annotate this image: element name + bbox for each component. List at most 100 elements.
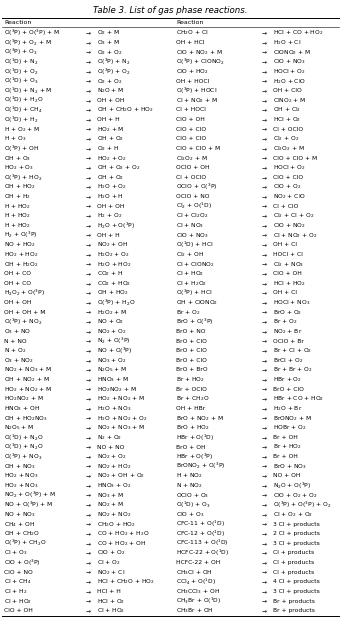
Text: →: → <box>262 608 267 613</box>
Text: OClO + Br: OClO + Br <box>273 339 304 343</box>
Text: ClO + OH: ClO + OH <box>176 117 205 122</box>
Text: →: → <box>262 242 267 247</box>
Text: →: → <box>262 213 267 218</box>
Text: NO + O$_2$: NO + O$_2$ <box>97 317 124 326</box>
Text: Br + products: Br + products <box>273 608 315 613</box>
Text: CFC-12 + O($^1$D): CFC-12 + O($^1$D) <box>176 528 225 539</box>
Text: →: → <box>86 213 90 218</box>
Text: →: → <box>262 232 267 237</box>
Text: Br + HO$_2$: Br + HO$_2$ <box>176 375 205 384</box>
Text: →: → <box>262 464 267 469</box>
Text: ClO + ClO: ClO + ClO <box>273 175 303 180</box>
Text: Br + Cl + O$_2$: Br + Cl + O$_2$ <box>273 347 312 355</box>
Text: →: → <box>262 50 267 55</box>
Text: →: → <box>262 271 267 276</box>
Text: ClO + NO$_2$: ClO + NO$_2$ <box>273 221 306 230</box>
Text: →: → <box>262 204 267 209</box>
Text: OH + H$_2$: OH + H$_2$ <box>4 192 31 201</box>
Text: ClO + ClO: ClO + ClO <box>176 126 206 131</box>
Text: H$_2$ + O$_2$: H$_2$ + O$_2$ <box>97 211 122 220</box>
Text: Cl + NO$_2$ + O$_2$: Cl + NO$_2$ + O$_2$ <box>273 231 317 239</box>
Text: O($^1$D) + N$_2$: O($^1$D) + N$_2$ <box>4 56 39 67</box>
Text: →: → <box>86 541 90 546</box>
Text: →: → <box>86 358 90 363</box>
Text: CH$_3$Cl + OH: CH$_3$Cl + OH <box>176 568 213 577</box>
Text: HBr + CO + HO$_2$: HBr + CO + HO$_2$ <box>273 394 324 404</box>
Text: OH + Cl: OH + Cl <box>273 242 297 247</box>
Text: →: → <box>262 502 267 507</box>
Text: →: → <box>86 166 90 171</box>
Text: →: → <box>86 464 90 469</box>
Text: →: → <box>86 98 90 103</box>
Text: →: → <box>86 136 90 141</box>
Text: →: → <box>86 570 90 575</box>
Text: →: → <box>86 156 90 161</box>
Text: →: → <box>262 69 267 74</box>
Text: O$_3$ + M: O$_3$ + M <box>97 38 120 47</box>
Text: →: → <box>86 406 90 411</box>
Text: 4 Cl + products: 4 Cl + products <box>273 579 320 584</box>
Text: O($^3$P) + HOCl: O($^3$P) + HOCl <box>176 86 217 96</box>
Text: OH + HO$_2$NO$_3$: OH + HO$_2$NO$_3$ <box>4 414 48 423</box>
Text: →: → <box>86 445 90 449</box>
Text: →: → <box>86 454 90 459</box>
Text: →: → <box>262 589 267 594</box>
Text: Br + O$_2$: Br + O$_2$ <box>273 317 297 326</box>
Text: →: → <box>262 185 267 190</box>
Text: OH + H$_2$O$_2$: OH + H$_2$O$_2$ <box>4 260 39 268</box>
Text: O($^1$D) + O$_3$: O($^1$D) + O$_3$ <box>176 500 211 510</box>
Text: ClO + ClO + M: ClO + ClO + M <box>273 156 317 161</box>
Text: OH + HO$_2$: OH + HO$_2$ <box>4 182 35 192</box>
Text: →: → <box>262 474 267 479</box>
Text: BrONO$_2$ + M: BrONO$_2$ + M <box>273 414 312 423</box>
Text: →: → <box>86 368 90 373</box>
Text: HO$_2$ + HO$_2$: HO$_2$ + HO$_2$ <box>4 250 39 259</box>
Text: OH + HOCl: OH + HOCl <box>176 79 209 84</box>
Text: Reaction: Reaction <box>176 20 203 25</box>
Text: O($^1$D) + H$_2$O: O($^1$D) + H$_2$O <box>4 95 44 105</box>
Text: HCl + HO$_2$: HCl + HO$_2$ <box>273 279 306 288</box>
Text: HBr + O($^3$P): HBr + O($^3$P) <box>176 451 213 462</box>
Text: N$_2$ + O($^3$P): N$_2$ + O($^3$P) <box>97 336 131 346</box>
Text: →: → <box>86 415 90 420</box>
Text: OH + ClO: OH + ClO <box>273 88 302 93</box>
Text: Cl + Cl$_2$O$_2$: Cl + Cl$_2$O$_2$ <box>176 211 208 220</box>
Text: CFC-11 + O($^1$D): CFC-11 + O($^1$D) <box>176 519 225 529</box>
Text: OH + H: OH + H <box>97 117 120 122</box>
Text: →: → <box>262 551 267 556</box>
Text: NO$_2$ + NO$_3$ + M: NO$_2$ + NO$_3$ + M <box>97 423 146 432</box>
Text: OH + HCl: OH + HCl <box>176 40 205 45</box>
Text: O($^3$P) + O$_2$ + M: O($^3$P) + O$_2$ + M <box>4 37 52 48</box>
Text: BrONO$_2$ + O($^3$P): BrONO$_2$ + O($^3$P) <box>176 461 226 471</box>
Text: NO$_3$ + M: NO$_3$ + M <box>97 490 124 500</box>
Text: NO$_2$ + O($^3$P) + M: NO$_2$ + O($^3$P) + M <box>4 490 56 500</box>
Text: H$_2$O + O($^3$P): H$_2$O + O($^3$P) <box>97 220 135 231</box>
Text: →: → <box>262 194 267 199</box>
Text: Cl + products: Cl + products <box>273 570 314 575</box>
Text: Br + OH: Br + OH <box>273 435 298 440</box>
Text: NO$_2$ + M: NO$_2$ + M <box>97 500 124 509</box>
Text: OH + OH + M: OH + OH + M <box>4 310 45 315</box>
Text: HBr + O$_2$: HBr + O$_2$ <box>273 375 302 384</box>
Text: →: → <box>262 117 267 122</box>
Text: →: → <box>262 570 267 575</box>
Text: H + O$_2$ + M: H + O$_2$ + M <box>4 125 41 134</box>
Text: H$_2$O + Cl: H$_2$O + Cl <box>273 38 301 47</box>
Text: Br + CH$_2$O: Br + CH$_2$O <box>176 394 209 404</box>
Text: O($^1$D) + HCl: O($^1$D) + HCl <box>176 240 213 250</box>
Text: BrO + NO$_2$ + M: BrO + NO$_2$ + M <box>176 414 224 423</box>
Text: O($^1$D) + O$_3$: O($^1$D) + O$_3$ <box>4 76 39 86</box>
Text: →: → <box>262 406 267 411</box>
Text: ClO + O$_3$: ClO + O$_3$ <box>176 510 205 519</box>
Text: CH$_2$O + Cl: CH$_2$O + Cl <box>176 29 208 37</box>
Text: Cl$_2$O$_2$ + M: Cl$_2$O$_2$ + M <box>176 154 208 162</box>
Text: Cl + products: Cl + products <box>273 560 314 565</box>
Text: →: → <box>262 30 267 35</box>
Text: O$_3$ + NO: O$_3$ + NO <box>4 327 31 336</box>
Text: CO$_2$ + HO$_2$: CO$_2$ + HO$_2$ <box>97 279 131 288</box>
Text: Cl + OClO: Cl + OClO <box>176 175 206 180</box>
Text: Br + HO$_2$: Br + HO$_2$ <box>273 443 302 451</box>
Text: →: → <box>86 185 90 190</box>
Text: ClO + HO$_2$: ClO + HO$_2$ <box>176 67 209 76</box>
Text: O($^3$P) + H$_2$O: O($^3$P) + H$_2$O <box>97 298 135 308</box>
